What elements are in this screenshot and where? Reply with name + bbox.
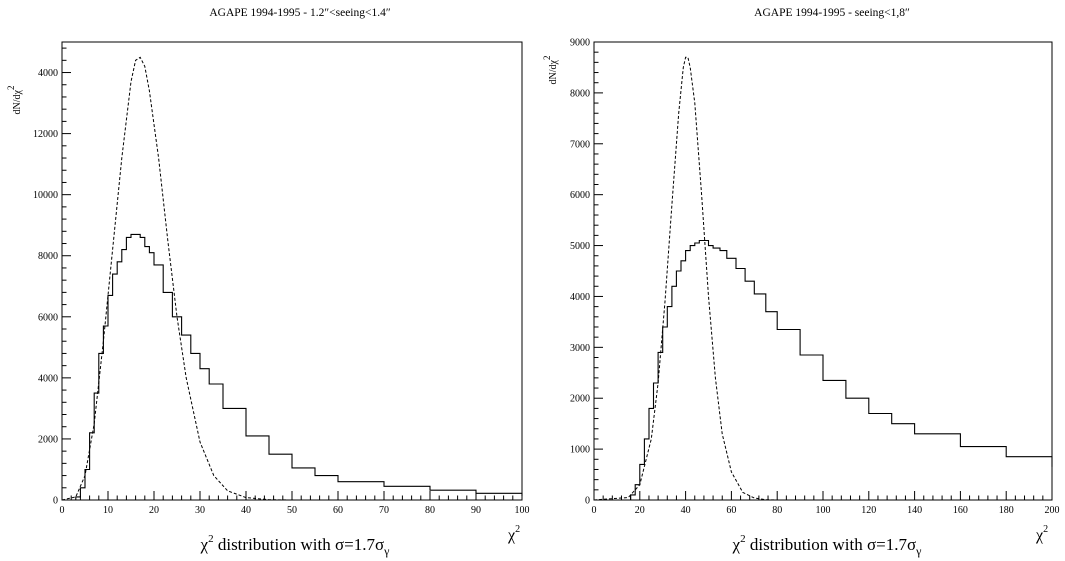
y-tick-label: 9000	[570, 38, 590, 49]
x-tick-label: 60	[333, 505, 343, 516]
series-histogram-line	[62, 233, 523, 501]
x-tick-label: 100	[816, 505, 831, 516]
x-tick-label: 70	[379, 505, 389, 516]
chart-panel-right: AGAPE 1994-1995 - seeing<1,8″ 0 20 40 60 80 10…	[532, 0, 1064, 561]
x-tick-label: 80	[425, 505, 435, 516]
x-axis-corner-label: χ2	[507, 524, 520, 544]
y-tick-label: 3000	[570, 343, 590, 354]
x-tick-label: 90	[471, 505, 481, 516]
series-dashed-curve	[61, 56, 293, 501]
y-tick-label: 4000	[38, 68, 58, 79]
y-tick-label: 4000	[570, 292, 590, 303]
y-tick-label: 5000	[570, 241, 590, 252]
x-tick-label: 140	[907, 505, 922, 516]
y-tick-label: 7000	[570, 139, 590, 150]
x-tick-label: 40	[241, 505, 251, 516]
y-tick-label: 2000	[38, 434, 58, 445]
x-tick-label: 180	[999, 505, 1014, 516]
y-tick-label: 4000	[38, 373, 58, 384]
x-tick-label: 0	[592, 505, 597, 516]
plot-frame	[593, 41, 1053, 501]
x-tick-label: 60	[726, 505, 736, 516]
x-tick-label: 20	[635, 505, 645, 516]
y-axis-title: dN/dχ2	[6, 86, 23, 115]
x-tick-label: 20	[149, 505, 159, 516]
x-axis-corner-label: χ2	[1035, 524, 1048, 544]
x-tick-label: 10	[103, 505, 113, 516]
chart-svg-right: AGAPE 1994-1995 - seeing<1,8″ 0 20 40 60 80 10…	[542, 7, 1060, 558]
x-tick-label: 50	[287, 505, 297, 516]
y-tick-label: 6000	[38, 312, 58, 323]
y-tick-label: 12000	[33, 129, 58, 140]
chart-title: AGAPE 1994-1995 - seeing<1,8″	[754, 7, 910, 19]
y-tick-label: 10000	[33, 190, 58, 201]
x-axis-title: χ2 distribution with σ=1.7σγ	[732, 533, 923, 558]
chart-title: AGAPE 1994-1995 - 1.2″<seeing<1.4″	[209, 7, 391, 19]
x-tick-label: 120	[861, 505, 876, 516]
x-tick-label: 30	[195, 505, 205, 516]
chart-svg-left: AGAPE 1994-1995 - 1.2″<seeing<1.4″ 0 10 20 3…	[6, 7, 530, 558]
y-tick-label: 6000	[570, 190, 590, 201]
x-tick-label: 100	[515, 505, 530, 516]
x-tick-label: 40	[681, 505, 691, 516]
x-tick-label: 80	[772, 505, 782, 516]
plot-frame	[61, 41, 523, 501]
series-histogram-line	[594, 239, 1053, 501]
chart-panel-left: AGAPE 1994-1995 - 1.2″<seeing<1.4″ 0 10 20 3…	[0, 0, 532, 561]
y-tick-label: 2000	[570, 394, 590, 405]
x-axis-title: χ2 distribution with σ=1.7σγ	[200, 533, 391, 558]
x-tick-label: 160	[953, 505, 968, 516]
x-tick-label: 200	[1045, 505, 1060, 516]
y-tick-label: 0	[585, 496, 590, 507]
y-tick-label: 0	[53, 496, 58, 507]
y-tick-label: 1000	[570, 445, 590, 456]
y-axis-title: dN/dχ2	[542, 56, 559, 85]
y-tick-label: 8000	[38, 251, 58, 262]
series-dashed-curve	[593, 56, 778, 501]
y-tick-label: 8000	[570, 88, 590, 99]
x-tick-label: 0	[60, 505, 65, 516]
